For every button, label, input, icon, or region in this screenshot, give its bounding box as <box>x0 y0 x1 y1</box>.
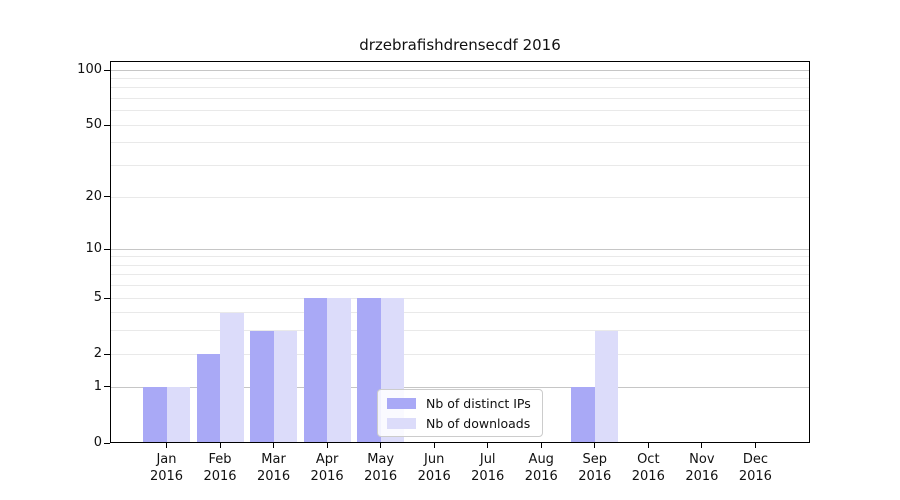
legend-swatch-downloads-icon <box>387 417 416 429</box>
x-axis: Jan 2016 Feb 2016 Mar 2016 Apr 2016 May 2016 Jun 20… <box>110 443 810 500</box>
x-tick-sep <box>594 443 596 448</box>
gridline-minor-60 <box>110 110 810 112</box>
legend-item-distinct-ips: Nb of distinct IPs <box>378 393 542 413</box>
chart-title: drzebrafishdrensecdf 2016 <box>359 36 561 54</box>
y-axis-ticks <box>104 61 110 444</box>
x-tick-label-jun: Jun 2016 <box>417 452 451 484</box>
bar-nb-of-downloads-feb <box>220 312 244 443</box>
legend: Nb of distinct IPs Nb of downloads <box>377 389 543 437</box>
y-tick-1 <box>104 386 110 388</box>
x-tick-label-dec: Dec 2016 <box>738 452 772 484</box>
gridline-minor-90 <box>110 78 810 79</box>
y-axis-labels: 0 1 2 5 10 20 50 100 <box>0 61 102 450</box>
bar-nb-of-downloads-mar <box>273 330 298 443</box>
x-tick-label-mar: Mar 2016 <box>257 452 291 484</box>
bar-nb-of-distinct-ips-mar <box>250 330 274 443</box>
y-tick-2 <box>104 353 110 355</box>
y-tick-20 <box>104 196 110 198</box>
y-tick-label-50: 50 <box>85 117 102 133</box>
x-tick-aug <box>540 443 542 448</box>
x-tick-dec <box>754 443 756 448</box>
gridline-minor-5 <box>110 297 810 299</box>
x-tick-feb <box>219 443 221 448</box>
bar-nb-of-downloads-apr <box>327 298 351 443</box>
x-tick-label-sep: Sep 2016 <box>578 452 612 484</box>
x-tick-nov <box>701 443 703 448</box>
y-tick-label-100: 100 <box>77 62 102 78</box>
gridline-major-10 <box>110 248 810 250</box>
x-tick-label-apr: Apr 2016 <box>310 452 344 484</box>
x-tick-jun <box>433 443 435 448</box>
y-tick-100 <box>104 69 110 71</box>
plot-area <box>110 61 810 443</box>
gridline-minor-30 <box>110 165 810 167</box>
y-tick-0 <box>104 442 110 444</box>
y-tick-5 <box>104 297 110 299</box>
gridline-major-1 <box>110 386 810 388</box>
y-tick-label-2: 2 <box>93 346 102 362</box>
gridline-minor-80 <box>110 87 810 89</box>
gridline-minor-2 <box>110 353 810 355</box>
gridline-major-100 <box>110 69 810 71</box>
x-tick-label-nov: Nov 2016 <box>685 452 719 484</box>
y-tick-label-1: 1 <box>93 378 102 394</box>
x-tick-may <box>380 443 382 448</box>
y-tick-label-10: 10 <box>85 241 102 257</box>
x-tick-label-jul: Jul 2016 <box>471 452 505 484</box>
gridline-minor-6 <box>110 285 810 287</box>
x-tick-label-aug: Aug 2016 <box>524 452 558 484</box>
gridline-minor-8 <box>110 264 810 266</box>
bar-nb-of-distinct-ips-apr <box>303 298 328 443</box>
bar-nb-of-downloads-sep <box>594 330 619 443</box>
gridline-minor-40 <box>110 142 810 144</box>
x-tick-mar <box>273 443 275 448</box>
gridline-minor-4 <box>110 312 810 314</box>
x-tick-jul <box>487 443 489 448</box>
y-tick-label-0: 0 <box>93 435 102 450</box>
gridline-minor-7 <box>110 274 810 276</box>
y-tick-50 <box>104 124 110 126</box>
x-tick-jan <box>166 443 167 448</box>
gridline-minor-20 <box>110 196 810 198</box>
x-tick-label-may: May 2016 <box>364 452 398 484</box>
legend-label-downloads: Nb of downloads <box>426 415 531 431</box>
x-tick-label-jan: Jan 2016 <box>149 452 184 484</box>
legend-item-downloads: Nb of downloads <box>378 413 542 433</box>
bar-nb-of-downloads-jan <box>166 387 190 443</box>
y-tick-label-5: 5 <box>93 290 102 306</box>
gridline-minor-50 <box>110 124 810 126</box>
y-tick-10 <box>104 248 110 250</box>
gridline-minor-3 <box>110 330 810 332</box>
legend-label-distinct-ips: Nb of distinct IPs <box>426 395 531 411</box>
bar-nb-of-distinct-ips-may <box>357 298 381 443</box>
y-tick-label-20: 20 <box>85 188 102 204</box>
x-tick-label-oct: Oct 2016 <box>631 452 665 484</box>
x-tick-apr <box>326 443 328 448</box>
x-tick-oct <box>647 443 649 448</box>
bar-nb-of-distinct-ips-feb <box>196 354 221 443</box>
legend-swatch-distinct-ips-icon <box>387 397 416 409</box>
bar-nb-of-distinct-ips-sep <box>571 387 595 443</box>
gridline-minor-9 <box>110 256 810 258</box>
gridline-minor-70 <box>110 98 810 100</box>
bar-nb-of-distinct-ips-jan <box>143 387 167 443</box>
x-tick-label-feb: Feb 2016 <box>203 452 237 484</box>
